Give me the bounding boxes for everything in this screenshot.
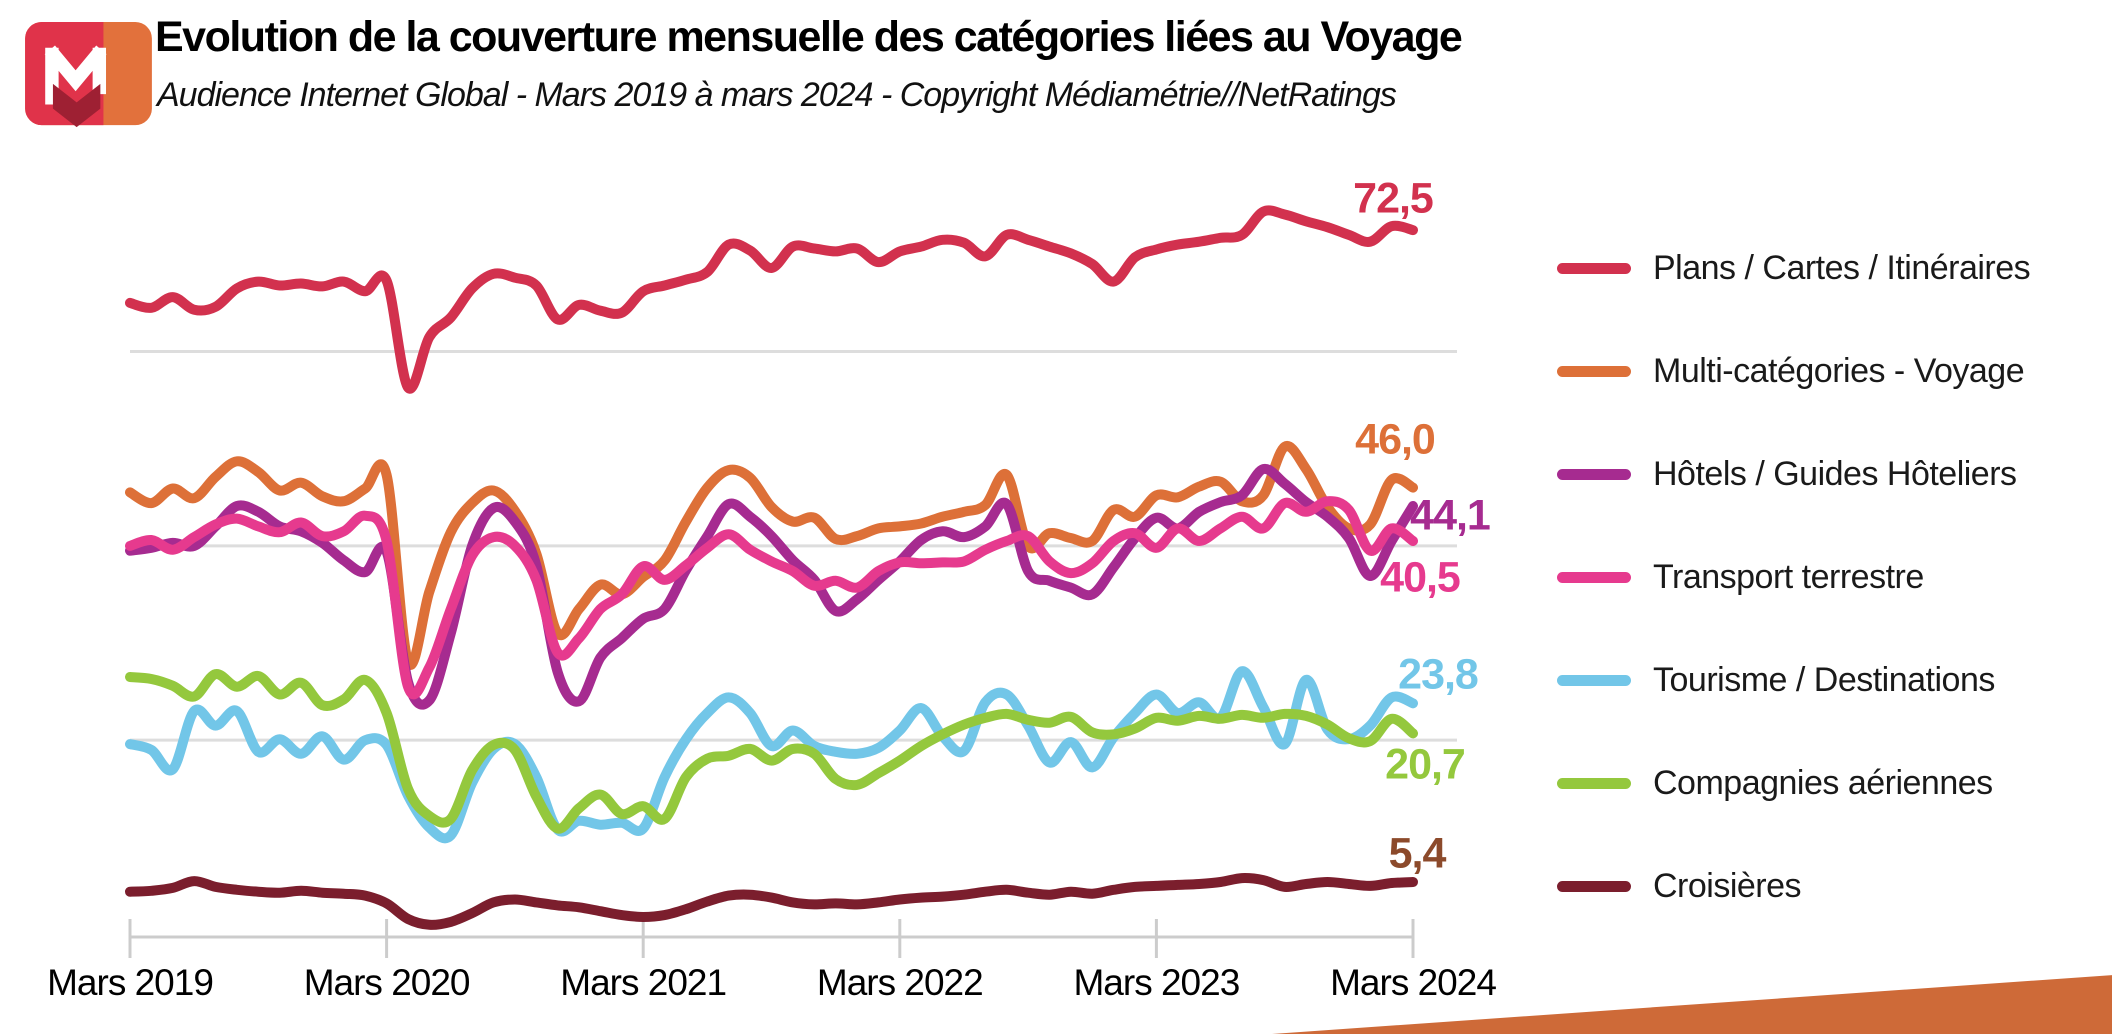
series-end-label: 23,8	[1398, 650, 1479, 699]
legend-item: Hôtels / Guides Hôteliers	[1557, 423, 2097, 526]
legend-label: Compagnies aériennes	[1653, 764, 1993, 802]
x-axis-label: Mars 2020	[303, 962, 471, 1003]
legend-item: Transport terrestre	[1557, 526, 2097, 629]
mediametrie-logo-icon	[25, 22, 152, 128]
legend: Plans / Cartes / Itinéraires Multi-catég…	[1557, 217, 2097, 938]
legend-swatch-icon	[1557, 778, 1631, 789]
x-axis-label: Mars 2022	[816, 962, 984, 1003]
legend-label: Multi-catégories - Voyage	[1653, 352, 2025, 390]
legend-swatch-icon	[1557, 675, 1631, 686]
x-axis-label: Mars 2024	[1330, 962, 1497, 1003]
legend-label: Hôtels / Guides Hôteliers	[1653, 455, 2017, 493]
legend-swatch-icon	[1557, 469, 1631, 480]
legend-item: Plans / Cartes / Itinéraires	[1557, 217, 2097, 320]
x-axis-label: Mars 2023	[1073, 962, 1240, 1003]
series-end-label: 44,1	[1410, 491, 1491, 540]
legend-item: Compagnies aériennes	[1557, 732, 2097, 835]
legend-item: Multi-catégories - Voyage	[1557, 320, 2097, 423]
series-end-label: 20,7	[1385, 740, 1466, 789]
page-subtitle: Audience Internet Global - Mars 2019 à m…	[157, 76, 1397, 114]
series-end-label: 40,5	[1380, 553, 1461, 602]
x-axis-label: Mars 2019	[47, 962, 214, 1003]
legend-label: Transport terrestre	[1653, 558, 1924, 596]
legend-item: Croisières	[1557, 835, 2097, 938]
page-title: Evolution de la couverture mensuelle des…	[155, 13, 1463, 61]
legend-label: Croisières	[1653, 867, 1802, 905]
legend-swatch-icon	[1557, 881, 1631, 892]
series-end-label: 5,4	[1388, 829, 1447, 878]
series-end-label: 46,0	[1355, 415, 1436, 464]
legend-swatch-icon	[1557, 572, 1631, 583]
legend-label: Plans / Cartes / Itinéraires	[1653, 249, 2031, 287]
legend-swatch-icon	[1557, 366, 1631, 377]
series-end-label: 72,5	[1353, 174, 1434, 223]
legend-swatch-icon	[1557, 263, 1631, 274]
x-axis-label: Mars 2021	[560, 962, 727, 1003]
legend-item: Tourisme / Destinations	[1557, 629, 2097, 732]
legend-label: Tourisme / Destinations	[1653, 661, 1995, 699]
